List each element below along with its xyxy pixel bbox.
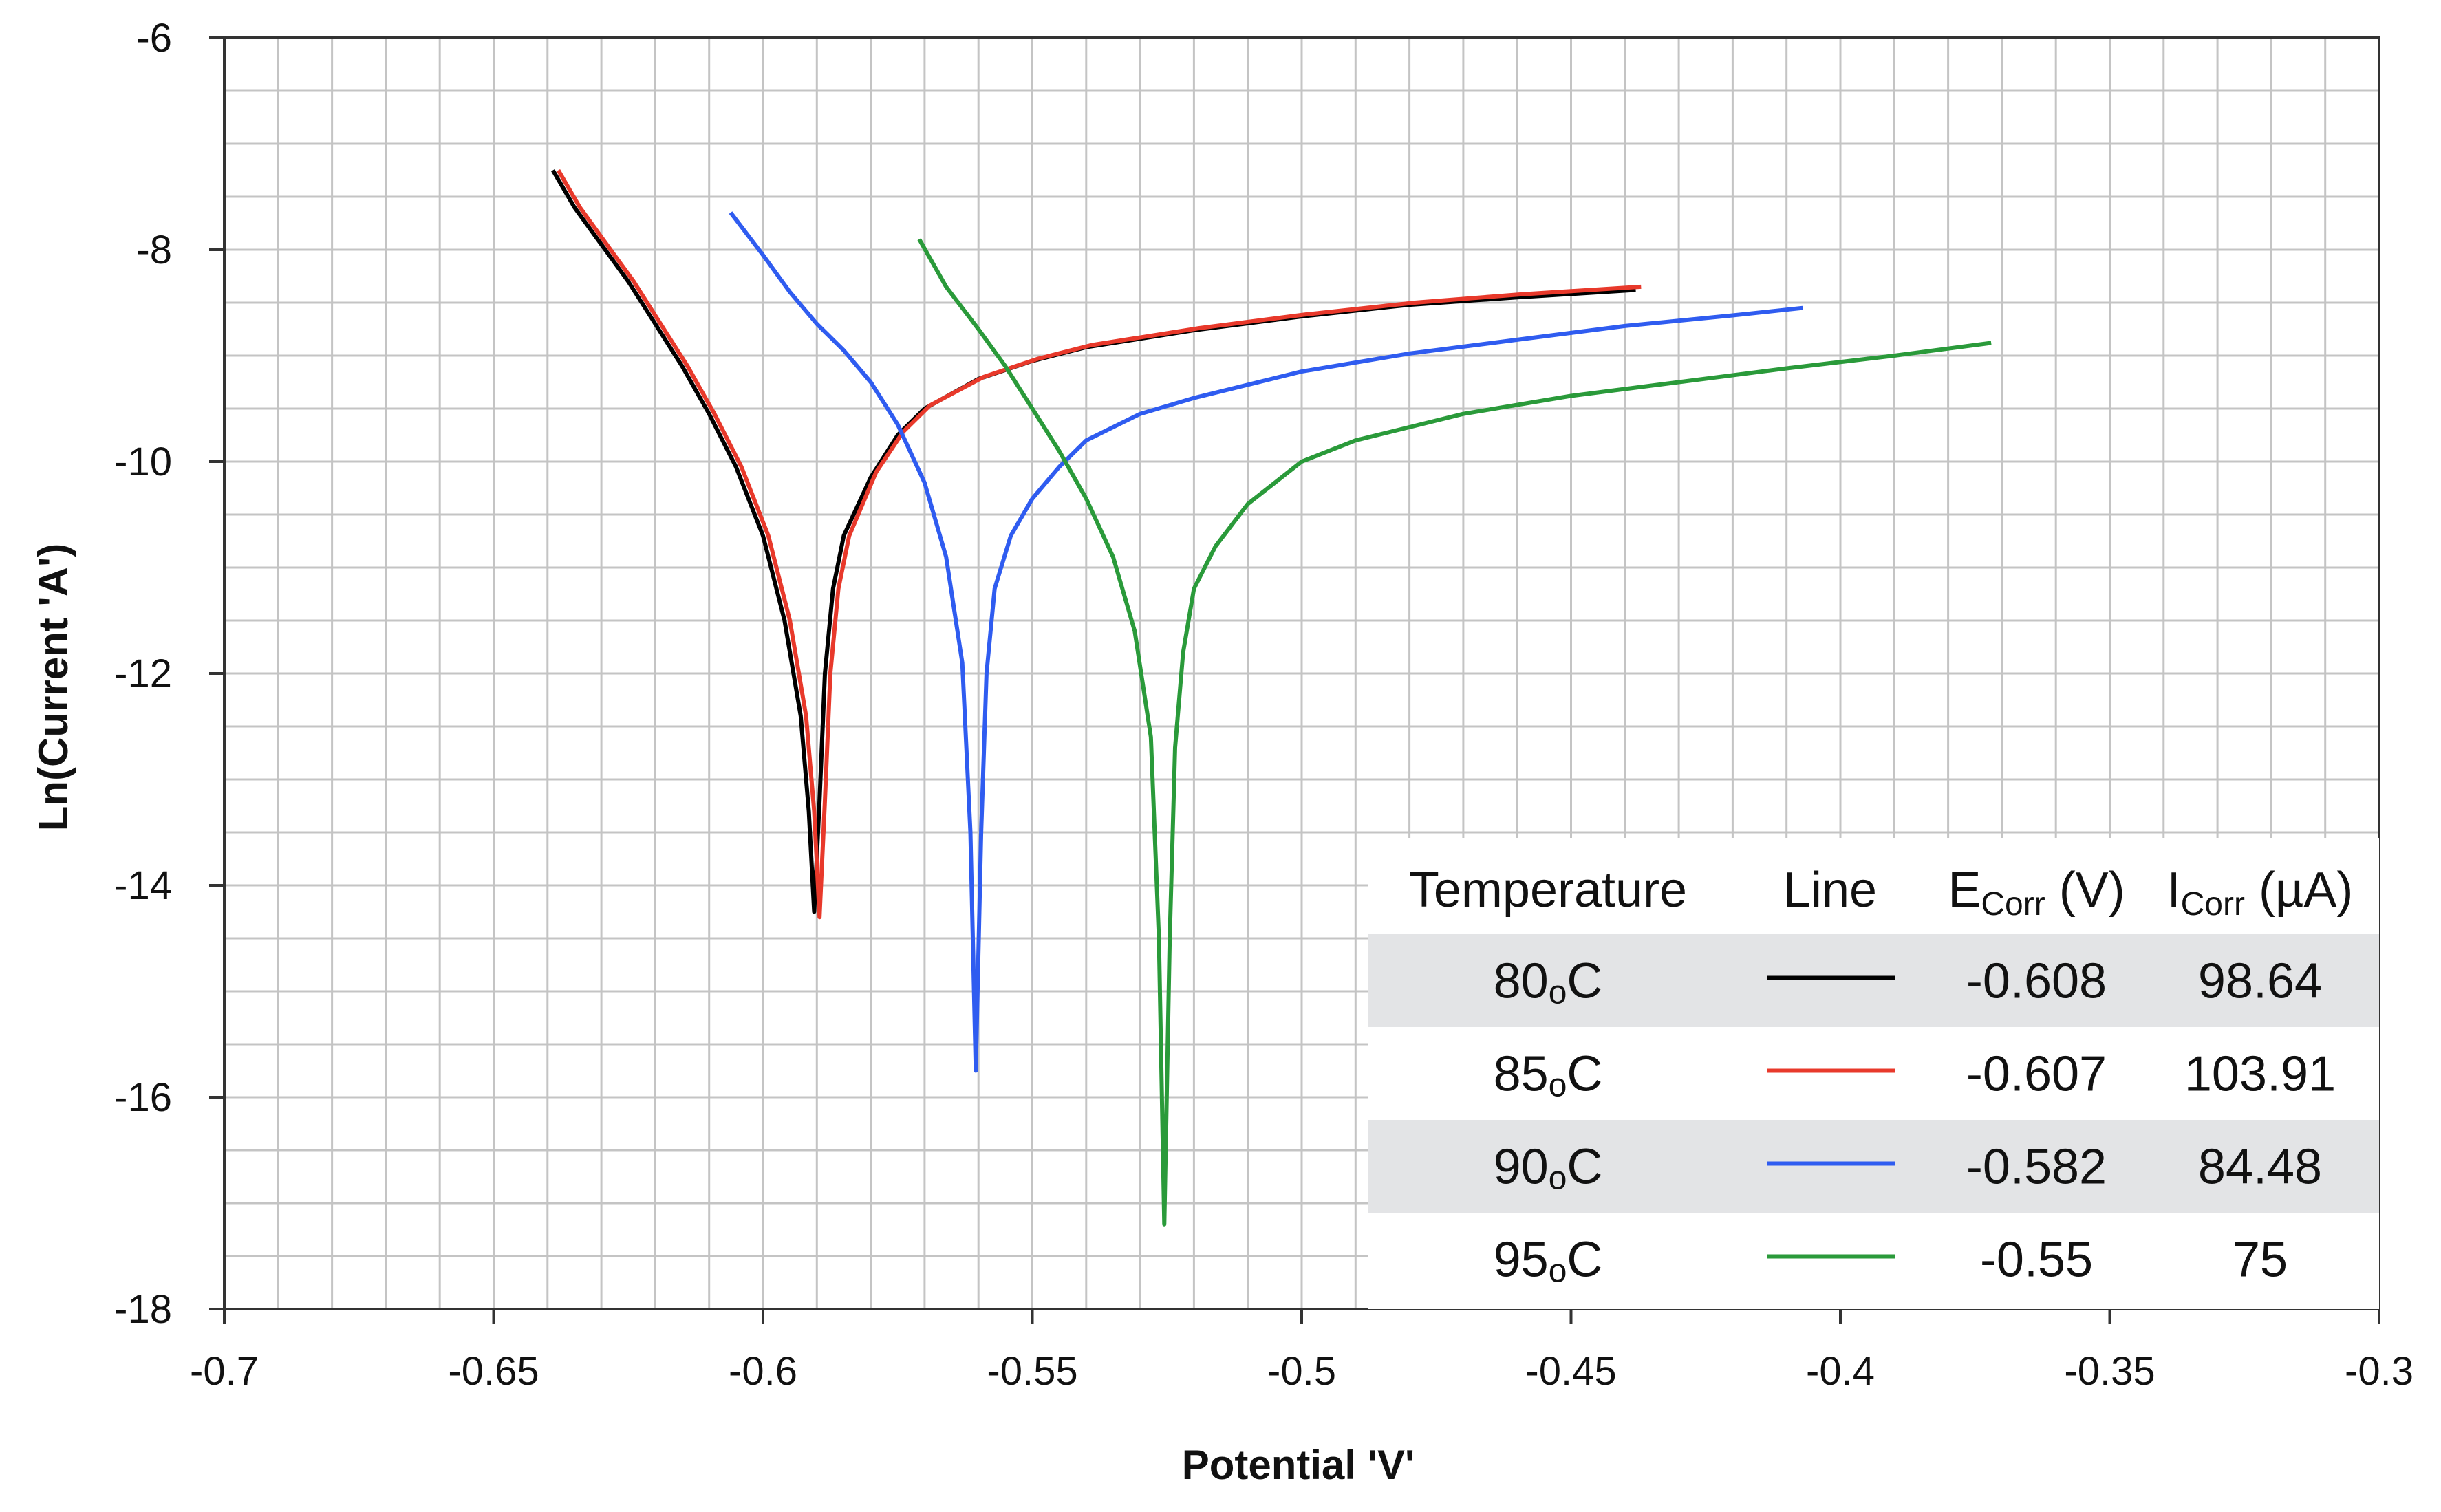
y-tick-label: -16	[114, 1075, 172, 1120]
x-tick-label: -0.4	[1806, 1349, 1875, 1394]
legend-row: 95oC -0.55 75	[1494, 1233, 2288, 1290]
legend-row-ecorr: -0.608	[1966, 954, 2107, 1009]
degree-mark: o	[1549, 975, 1567, 1011]
header-ecorr: ECorr (V)	[1948, 863, 2125, 922]
legend-header: Temperature Line ECorr (V) ICorr (µA)	[1409, 863, 2354, 922]
x-tick-label: -0.65	[448, 1349, 539, 1394]
x-tick-label: -0.55	[987, 1349, 1077, 1394]
temperature-value: 85	[1494, 1047, 1549, 1102]
y-tick-labels: -6 -8 -10 -12 -14 -16 -18	[114, 16, 172, 1332]
x-tick-label: -0.5	[1267, 1349, 1336, 1394]
y-tick-label: -14	[114, 863, 172, 908]
legend-row-ecorr: -0.607	[1966, 1047, 2107, 1102]
tick-group	[209, 36, 2380, 1324]
y-tick-label: -8	[136, 228, 172, 272]
temperature-unit: C	[1567, 954, 1602, 1009]
header-icorr-unit: (µA)	[2245, 863, 2353, 918]
header-icorr: ICorr (µA)	[2167, 863, 2354, 922]
legend-row-icorr: 75	[2233, 1233, 2288, 1288]
y-tick-label: -10	[114, 440, 172, 484]
x-tick-label: -0.35	[2064, 1349, 2155, 1394]
x-tick-label: -0.3	[2345, 1349, 2413, 1394]
legend-row-temperature: 85oC	[1494, 1047, 1603, 1104]
header-temperature: Temperature	[1409, 863, 1687, 918]
legend-row-temperature: 80oC	[1494, 954, 1603, 1011]
x-tick-labels: -0.7 -0.65 -0.6 -0.55 -0.5 -0.45 -0.4 -0.35 -0.3	[190, 1349, 2413, 1394]
legend-row: 90oC -0.582 84.48	[1494, 1140, 2322, 1197]
temperature-value: 80	[1494, 954, 1549, 1009]
legend-row-icorr: 98.64	[2198, 954, 2322, 1009]
degree-mark: o	[1549, 1253, 1567, 1290]
header-ecorr-main: E	[1948, 863, 1981, 918]
y-tick-label: -18	[114, 1287, 172, 1332]
header-line: Line	[1783, 863, 1877, 918]
temperature-value: 95	[1494, 1233, 1549, 1288]
legend-row-temperature: 90oC	[1494, 1140, 1603, 1197]
header-icorr-main: I	[2167, 863, 2181, 918]
series-group	[551, 169, 1992, 1227]
legend-stripes	[1368, 934, 2379, 1213]
x-axis-title: Potential 'V'	[1182, 1442, 1415, 1488]
legend-row-icorr: 84.48	[2198, 1140, 2322, 1195]
header-ecorr-unit: (V)	[2045, 863, 2125, 918]
temperature-unit: C	[1567, 1047, 1602, 1102]
temperature-unit: C	[1567, 1140, 1602, 1195]
legend-table: Temperature Line ECorr (V) ICorr (µA) 80…	[1368, 838, 2379, 1309]
series-line-95c	[917, 238, 1992, 1227]
degree-mark: o	[1549, 1068, 1567, 1104]
temperature-value: 90	[1494, 1140, 1549, 1195]
legend-row-ecorr: -0.55	[1980, 1233, 2093, 1288]
legend-row-icorr: 103.91	[2184, 1047, 2336, 1102]
series-line-85c	[556, 169, 1642, 920]
y-tick-label: -6	[136, 16, 172, 61]
legend-row-temperature: 95oC	[1494, 1233, 1603, 1290]
x-tick-label: -0.6	[729, 1349, 797, 1394]
header-ecorr-sub: Corr	[1981, 886, 2045, 922]
x-tick-label: -0.7	[190, 1349, 259, 1394]
degree-mark: o	[1549, 1160, 1567, 1197]
legend-row-stripe	[1368, 934, 2379, 1027]
y-axis-title: Ln(Current 'A')	[30, 543, 76, 831]
legend-row-stripe	[1368, 1120, 2379, 1213]
series-line-90c	[729, 211, 1803, 1073]
temperature-unit: C	[1567, 1233, 1602, 1288]
x-tick-label: -0.45	[1525, 1349, 1616, 1394]
legend-row: 85oC -0.607 103.91	[1494, 1047, 2336, 1104]
legend-row-ecorr: -0.582	[1966, 1140, 2107, 1195]
legend-background	[1368, 838, 2379, 1309]
legend-row: 80oC -0.608 98.64	[1494, 954, 2322, 1011]
header-icorr-sub: Corr	[2181, 886, 2245, 922]
y-tick-label: -12	[114, 651, 172, 696]
